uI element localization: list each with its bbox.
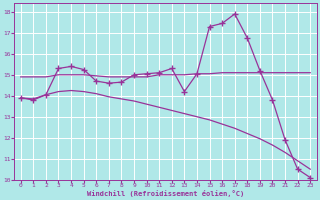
X-axis label: Windchill (Refroidissement éolien,°C): Windchill (Refroidissement éolien,°C): [87, 190, 244, 197]
